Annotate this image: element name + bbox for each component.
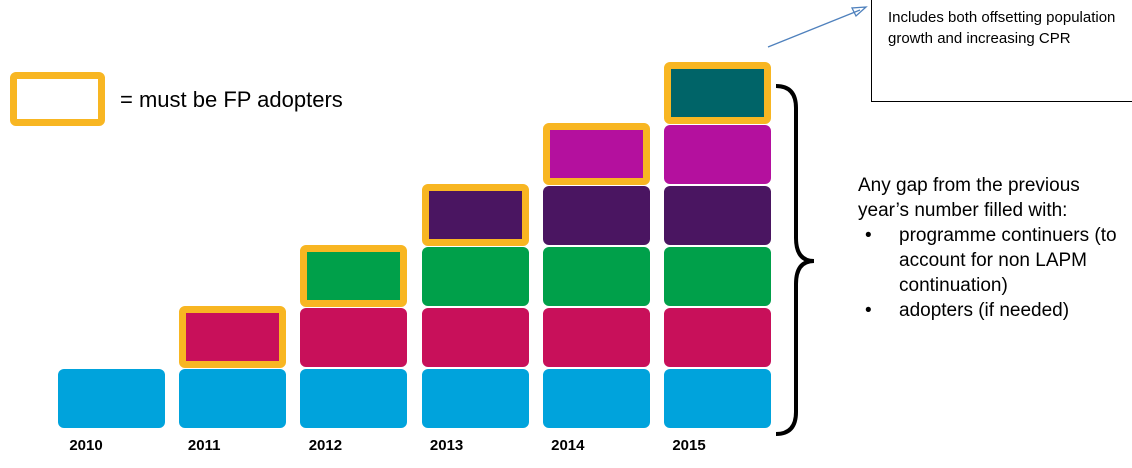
segment-block-2010-1 — [58, 369, 165, 428]
segment-block-2015-4 — [664, 186, 771, 245]
segment-block-2014-3 — [542, 247, 650, 306]
year-label: 2011 — [187, 437, 221, 454]
adopter-block-fill — [549, 130, 643, 178]
adopter-block-2011 — [179, 306, 287, 368]
segment-block-2013-3 — [421, 247, 529, 306]
bullet-dot: • — [865, 225, 872, 246]
callout-arrowhead — [850, 6, 868, 18]
adopter-block-2012 — [300, 245, 408, 307]
callout-arrow — [767, 9, 861, 48]
segment-block-2012-2 — [300, 308, 408, 367]
callout-box: Includes both offsetting population grow… — [871, 0, 1132, 102]
segment-block-2014-2 — [542, 308, 650, 367]
adopter-block-fill — [671, 69, 764, 117]
adopter-block-fill — [186, 313, 280, 361]
legend-swatch — [10, 72, 105, 126]
explanation-lead: Any gap from the previous year’s number … — [858, 175, 1080, 221]
adopter-block-fill — [307, 252, 401, 300]
year-label: 2010 — [69, 437, 103, 454]
adopter-block-2015 — [664, 62, 771, 124]
legend-label: = must be FP adopters — [120, 87, 343, 112]
segment-block-2011-1 — [179, 369, 287, 428]
segment-block-2015-1 — [664, 369, 771, 428]
segment-block-2013-2 — [421, 308, 529, 367]
bullet-text: adopters (if needed) — [899, 300, 1070, 321]
adopter-block-2013 — [421, 184, 529, 246]
adopter-block-2014 — [542, 123, 650, 185]
year-label: 2012 — [308, 437, 343, 454]
year-label: 2013 — [429, 437, 464, 454]
segment-block-2012-1 — [300, 369, 408, 428]
segment-block-2015-5 — [664, 125, 771, 184]
segment-block-2015-3 — [664, 247, 771, 306]
bullet-dot: • — [865, 300, 872, 321]
bullet-item: • adopters (if needed) — [858, 298, 1128, 323]
bullet-item: • programme continuers (to account for n… — [858, 223, 1128, 298]
bullet-text: programme continuers (to account for non… — [899, 225, 1117, 296]
segment-block-2014-1 — [542, 369, 650, 428]
year-label: 2014 — [551, 437, 585, 454]
brace — [775, 84, 815, 436]
year-label: 2015 — [672, 437, 706, 454]
explanation-text: Any gap from the previous year’s number … — [858, 173, 1128, 323]
segment-block-2013-1 — [421, 369, 529, 428]
callout-text: Includes both offsetting population grow… — [888, 9, 1116, 47]
explanation-bullets: • programme continuers (to account for n… — [858, 223, 1128, 323]
segment-block-2014-4 — [542, 186, 650, 245]
adopter-block-fill — [428, 191, 522, 239]
segment-block-2015-2 — [664, 308, 771, 367]
